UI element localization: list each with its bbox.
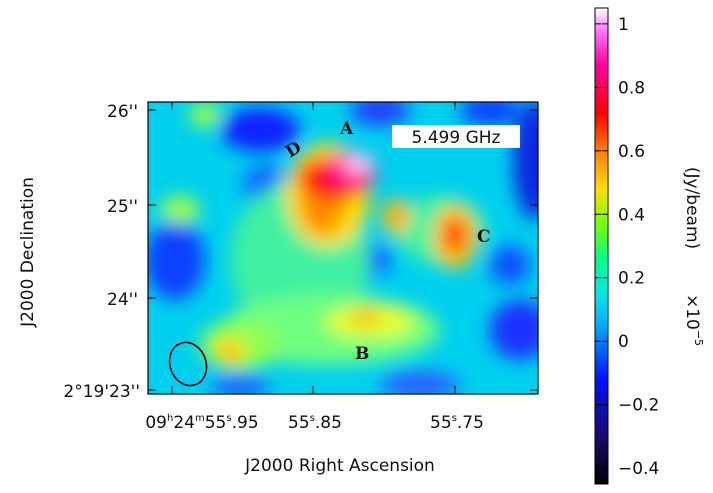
y-tick-label: 2°19'23'' xyxy=(63,382,140,402)
colorbar-tick-label: −0.4 xyxy=(618,459,659,479)
colorbar-multiplier: ×10−5 xyxy=(682,294,705,346)
frequency-label-box xyxy=(392,125,520,148)
colorbar-tick-label: 1 xyxy=(618,15,629,35)
component-label-c: C xyxy=(477,227,491,247)
x-tick-label-3: 55s.75 xyxy=(430,413,484,433)
frequency-label: 5.499 GHz xyxy=(412,128,501,148)
colorbar-tick-label: 0.6 xyxy=(618,142,645,162)
axis-ticks xyxy=(148,102,538,394)
colorbar-tick-label: 0.2 xyxy=(618,269,645,289)
colorbar-tick-label: 0.8 xyxy=(618,78,645,98)
heatmap-image xyxy=(148,102,538,394)
y-tick-label: 24'' xyxy=(107,290,138,310)
colorbar-ticks: 1 0.8 0.6 0.4 0.2 0 −0.2 −0.4 xyxy=(595,15,659,479)
component-label-b: B xyxy=(355,344,369,364)
x-tick-label-2: 55s.85 xyxy=(288,413,342,433)
y-tick-label: 25'' xyxy=(107,197,138,217)
y-tick-label: 26'' xyxy=(107,102,138,122)
colorbar-tick-label: 0.4 xyxy=(618,205,645,225)
plot-frame xyxy=(147,101,539,395)
beam-ellipse xyxy=(168,341,208,387)
component-label-a: A xyxy=(339,119,354,139)
colorbar-unit-label: (Jy/beam) xyxy=(682,167,702,249)
y-axis-title: J2000 Declination xyxy=(18,177,38,328)
x-tick-label-1: 09h24m55s.95 xyxy=(145,413,258,433)
colorbar-tick-label: 0 xyxy=(618,332,629,352)
colorbar-tick-label: −0.2 xyxy=(618,396,659,416)
colorbar xyxy=(594,7,609,485)
x-axis-title: J2000 Right Ascension xyxy=(244,456,435,476)
